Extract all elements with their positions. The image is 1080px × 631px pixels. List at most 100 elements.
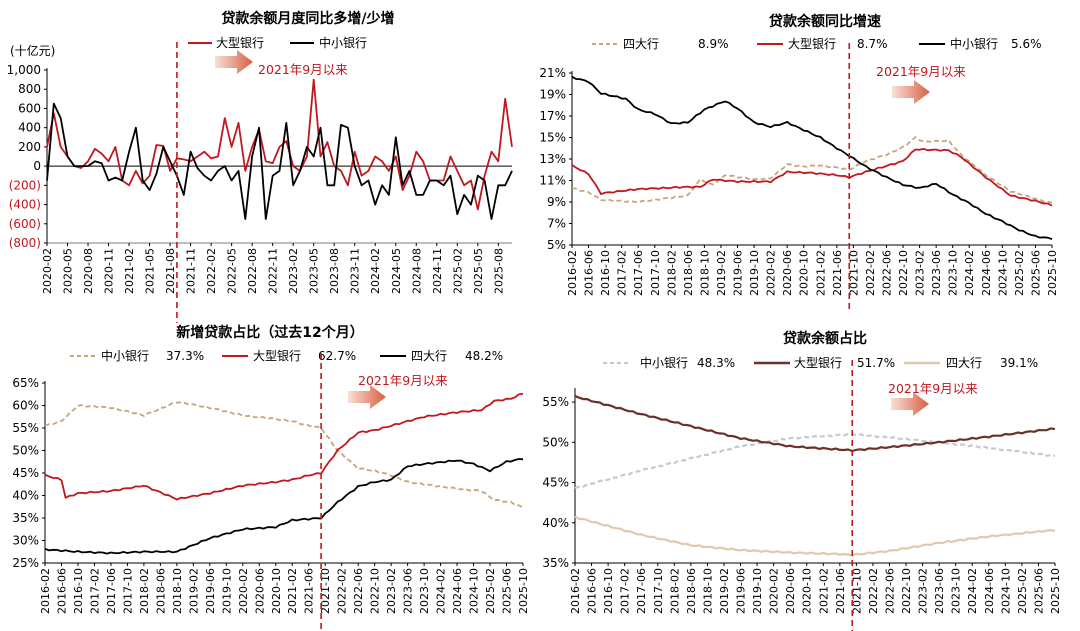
bl-x-tick-label: 2024-06 xyxy=(451,568,464,614)
panel-bottom-right: 贷款余额占比 中小银行 48.3% 大型银行 51.7% 四大行 39.1% 5… xyxy=(542,330,1062,631)
br-x-tick-label: 2016-02 xyxy=(569,568,582,614)
tr-x-tick-label: 2016-06 xyxy=(583,250,596,296)
br-x-tick-label: 2020-02 xyxy=(768,568,781,614)
tl-title: 贷款余额月度同比多增/少增 xyxy=(221,10,394,27)
tr-y-tick-label: 15% xyxy=(539,131,566,145)
br-x-tick-label: 2021-06 xyxy=(834,568,847,614)
bl-x-tick-label: 2018-02 xyxy=(138,568,151,614)
tl-annotation-text: 2021年9月以来 xyxy=(258,62,348,77)
br-x-tick-label: 2019-10 xyxy=(751,568,764,614)
panel-top-left: 贷款余额月度同比多增/少增 (十亿元) 大型银行 中小银行 1,000 800 60… xyxy=(7,10,513,323)
br-annotation: 2021年9月以来 xyxy=(851,360,978,631)
br-x-tick-label: 2022-02 xyxy=(867,568,880,614)
br-legend-label-large: 大型银行 xyxy=(794,356,842,370)
br-y-tick-label: 50% xyxy=(542,435,569,449)
br-x-tick-label: 2018-10 xyxy=(701,568,714,614)
tr-y-tick-label: 13% xyxy=(539,152,566,166)
br-legend: 中小银行 48.3% 大型银行 51.7% 四大行 39.1% xyxy=(603,355,1038,370)
tr-legend-label-small: 中小银行 xyxy=(950,36,998,51)
br-annotation-arrow-icon xyxy=(891,392,929,416)
tl-y-tick-label: 600 xyxy=(18,101,41,115)
tr-x-tick-label: 2018-02 xyxy=(665,250,678,296)
bl-x-axis: 2016-02 2016-06 2016-10 2017-02 2017-06 2017-… xyxy=(39,562,530,614)
br-x-tick-label: 2019-02 xyxy=(718,568,731,614)
tl-x-tick-label: 2025-08 xyxy=(492,248,505,294)
tr-x-tick-label: 2016-10 xyxy=(599,250,612,296)
tl-y-tick-label: 0 xyxy=(33,159,41,173)
bl-series-line-1 xyxy=(44,392,524,501)
tl-y-tick-label: (200) xyxy=(9,178,41,192)
tl-x-tick-label: 2024-05 xyxy=(390,248,403,294)
bl-y-tick-label: 65% xyxy=(12,376,39,390)
tl-x-tick-label: 2022-08 xyxy=(246,248,259,294)
br-y-axis: 55% 50% 45% 40% 35% xyxy=(542,388,576,570)
br-x-tick-label: 2018-06 xyxy=(685,568,698,614)
br-x-tick-label: 2021-02 xyxy=(817,568,830,614)
bl-x-tick-label: 2016-06 xyxy=(55,568,68,614)
tr-x-tick-label: 2023-10 xyxy=(947,250,960,296)
bl-y-tick-label: 30% xyxy=(12,534,39,548)
br-x-tick-label: 2018-02 xyxy=(668,568,681,614)
bl-x-tick-label: 2017-06 xyxy=(105,568,118,614)
br-title: 贷款余额占比 xyxy=(783,330,867,347)
tr-x-tick-label: 2020-10 xyxy=(798,250,811,296)
tl-x-tick-label: 2024-11 xyxy=(431,248,444,294)
tl-y-tick-label: 200 xyxy=(18,140,41,154)
tr-series-line-2 xyxy=(571,75,1053,241)
tr-x-tick-label: 2019-02 xyxy=(715,250,728,296)
tl-x-tick-label: 2022-05 xyxy=(226,248,239,294)
tl-x-tick-label: 2020-02 xyxy=(41,248,54,294)
tr-x-tick-label: 2024-10 xyxy=(996,250,1009,296)
tr-series-line-1 xyxy=(571,147,1053,207)
br-legend-value-big4: 39.1% xyxy=(1000,356,1038,370)
tr-x-tick-label: 2017-10 xyxy=(649,250,662,296)
tr-y-tick-label: 7% xyxy=(547,217,566,231)
br-x-tick-label: 2017-02 xyxy=(619,568,632,614)
tl-annotation: 2021年9月以来 xyxy=(176,42,348,323)
bl-x-tick-label: 2020-02 xyxy=(237,568,250,614)
panel-top-right: 贷款余额同比增速 四大行 8.9% 大型银行 8.7% 中小银行 5.6% 21… xyxy=(539,13,1059,313)
tr-annotation: 2021年9月以来 xyxy=(848,43,966,313)
tr-y-tick-label: 21% xyxy=(539,66,566,80)
br-x-tick-label: 2023-06 xyxy=(933,568,946,614)
tr-x-tick-label: 2021-02 xyxy=(814,250,827,296)
tr-y-tick-label: 9% xyxy=(547,195,566,209)
br-legend-value-large: 51.7% xyxy=(857,356,895,370)
bl-title: 新增贷款占比（过去12个月） xyxy=(176,324,363,341)
tl-x-tick-label: 2025-05 xyxy=(472,248,485,294)
br-series-line-2 xyxy=(574,515,1056,557)
br-legend-label-big4: 四大行 xyxy=(946,356,982,370)
tl-y-axis: 1,000 800 600 400 200 0 (200) (400) (600) (800) xyxy=(7,63,48,250)
bl-y-tick-label: 25% xyxy=(12,556,39,570)
tr-y-tick-label: 5% xyxy=(547,238,566,252)
tl-y-tick-label: 400 xyxy=(18,121,41,135)
br-x-tick-label: 2020-10 xyxy=(801,568,814,614)
tr-annotation-text: 2021年9月以来 xyxy=(876,64,966,79)
bl-x-tick-label: 2016-02 xyxy=(39,568,52,614)
bl-legend-label-large: 大型银行 xyxy=(253,349,301,363)
tl-x-tick-label: 2020-05 xyxy=(62,248,75,294)
br-y-tick-label: 55% xyxy=(542,395,569,409)
tr-x-tick-label: 2020-02 xyxy=(765,250,778,296)
tr-legend-label-big4: 四大行 xyxy=(623,37,659,51)
tl-lines xyxy=(46,78,513,220)
tl-x-tick-label: 2021-11 xyxy=(185,248,198,294)
tl-legend-label-large: 大型银行 xyxy=(216,36,264,50)
tr-legend-value-small: 5.6% xyxy=(1011,37,1042,51)
tr-x-tick-label: 2018-10 xyxy=(698,250,711,296)
tl-x-tick-label: 2020-11 xyxy=(103,248,116,294)
tr-x-tick-label: 2024-02 xyxy=(963,250,976,296)
tr-y-tick-label: 17% xyxy=(539,109,566,123)
bl-x-tick-label: 2024-02 xyxy=(435,568,448,614)
bl-x-tick-label: 2023-06 xyxy=(402,568,415,614)
bl-x-tick-label: 2025-02 xyxy=(484,568,497,614)
bl-legend-value-small: 37.3% xyxy=(166,349,204,363)
br-x-tick-label: 2017-10 xyxy=(652,568,665,614)
tl-x-tick-label: 2021-08 xyxy=(164,248,177,294)
tr-legend-value-large: 8.7% xyxy=(857,37,888,51)
bl-x-tick-label: 2021-02 xyxy=(286,568,299,614)
br-y-tick-label: 35% xyxy=(542,556,569,570)
br-x-tick-label: 2016-06 xyxy=(586,568,599,614)
tr-x-tick-label: 2021-06 xyxy=(831,250,844,296)
br-x-tick-label: 2025-06 xyxy=(1032,568,1045,614)
